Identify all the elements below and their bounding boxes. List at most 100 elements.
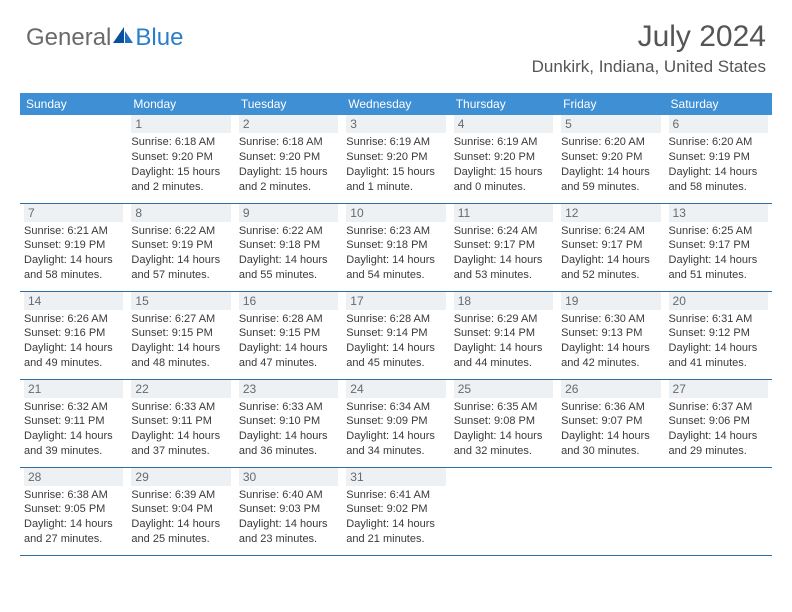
daylight-text-2: and 58 minutes. — [669, 180, 768, 195]
daylight-text-1: Daylight: 14 hours — [454, 429, 553, 444]
daylight-text-1: Daylight: 14 hours — [131, 517, 230, 532]
sunrise-text: Sunrise: 6:25 AM — [669, 224, 768, 239]
sunrise-text: Sunrise: 6:39 AM — [131, 488, 230, 503]
day-number: 1 — [131, 115, 230, 133]
day-number: 12 — [561, 204, 660, 222]
sunrise-text: Sunrise: 6:33 AM — [131, 400, 230, 415]
daylight-text-1: Daylight: 15 hours — [454, 165, 553, 180]
calendar-cell — [20, 115, 127, 203]
daylight-text-1: Daylight: 14 hours — [24, 517, 123, 532]
calendar-cell: 5Sunrise: 6:20 AMSunset: 9:20 PMDaylight… — [557, 115, 664, 203]
sunrise-text: Sunrise: 6:28 AM — [239, 312, 338, 327]
day-header: Saturday — [665, 93, 772, 115]
calendar-cell: 17Sunrise: 6:28 AMSunset: 9:14 PMDayligh… — [342, 291, 449, 379]
day-info: Sunrise: 6:40 AMSunset: 9:03 PMDaylight:… — [239, 488, 338, 547]
day-info: Sunrise: 6:27 AMSunset: 9:15 PMDaylight:… — [131, 312, 230, 371]
day-info: Sunrise: 6:22 AMSunset: 9:18 PMDaylight:… — [239, 224, 338, 283]
sunset-text: Sunset: 9:20 PM — [346, 150, 445, 165]
day-number: 26 — [561, 380, 660, 398]
day-info: Sunrise: 6:21 AMSunset: 9:19 PMDaylight:… — [24, 224, 123, 283]
day-header: Thursday — [450, 93, 557, 115]
sunset-text: Sunset: 9:17 PM — [454, 238, 553, 253]
daylight-text-2: and 59 minutes. — [561, 180, 660, 195]
calendar-week-row: 28Sunrise: 6:38 AMSunset: 9:05 PMDayligh… — [20, 467, 772, 555]
calendar-cell: 24Sunrise: 6:34 AMSunset: 9:09 PMDayligh… — [342, 379, 449, 467]
calendar-cell: 30Sunrise: 6:40 AMSunset: 9:03 PMDayligh… — [235, 467, 342, 555]
sunrise-text: Sunrise: 6:27 AM — [131, 312, 230, 327]
daylight-text-2: and 52 minutes. — [561, 268, 660, 283]
day-number: 16 — [239, 292, 338, 310]
daylight-text-1: Daylight: 14 hours — [239, 429, 338, 444]
day-number: 14 — [24, 292, 123, 310]
calendar-cell: 29Sunrise: 6:39 AMSunset: 9:04 PMDayligh… — [127, 467, 234, 555]
day-number: 25 — [454, 380, 553, 398]
day-number: 15 — [131, 292, 230, 310]
daylight-text-2: and 44 minutes. — [454, 356, 553, 371]
calendar-cell: 13Sunrise: 6:25 AMSunset: 9:17 PMDayligh… — [665, 203, 772, 291]
day-header: Monday — [127, 93, 234, 115]
day-number: 10 — [346, 204, 445, 222]
calendar-week-row: 7Sunrise: 6:21 AMSunset: 9:19 PMDaylight… — [20, 203, 772, 291]
calendar-cell: 14Sunrise: 6:26 AMSunset: 9:16 PMDayligh… — [20, 291, 127, 379]
calendar-cell: 1Sunrise: 6:18 AMSunset: 9:20 PMDaylight… — [127, 115, 234, 203]
day-number: 19 — [561, 292, 660, 310]
day-number: 2 — [239, 115, 338, 133]
calendar-cell: 7Sunrise: 6:21 AMSunset: 9:19 PMDaylight… — [20, 203, 127, 291]
day-info: Sunrise: 6:20 AMSunset: 9:19 PMDaylight:… — [669, 135, 768, 194]
day-number: 17 — [346, 292, 445, 310]
day-number: 23 — [239, 380, 338, 398]
sunset-text: Sunset: 9:09 PM — [346, 414, 445, 429]
daylight-text-1: Daylight: 14 hours — [346, 429, 445, 444]
daylight-text-2: and 42 minutes. — [561, 356, 660, 371]
day-info: Sunrise: 6:33 AMSunset: 9:11 PMDaylight:… — [131, 400, 230, 459]
sunrise-text: Sunrise: 6:31 AM — [669, 312, 768, 327]
daylight-text-1: Daylight: 14 hours — [346, 517, 445, 532]
day-info: Sunrise: 6:39 AMSunset: 9:04 PMDaylight:… — [131, 488, 230, 547]
sunrise-text: Sunrise: 6:24 AM — [561, 224, 660, 239]
month-title: July 2024 — [532, 20, 766, 54]
sunset-text: Sunset: 9:13 PM — [561, 326, 660, 341]
calendar-cell: 18Sunrise: 6:29 AMSunset: 9:14 PMDayligh… — [450, 291, 557, 379]
daylight-text-1: Daylight: 14 hours — [239, 341, 338, 356]
sunrise-text: Sunrise: 6:28 AM — [346, 312, 445, 327]
sunrise-text: Sunrise: 6:24 AM — [454, 224, 553, 239]
daylight-text-2: and 29 minutes. — [669, 444, 768, 459]
day-info: Sunrise: 6:22 AMSunset: 9:19 PMDaylight:… — [131, 224, 230, 283]
title-block: July 2024 Dunkirk, Indiana, United State… — [532, 20, 766, 77]
daylight-text-2: and 55 minutes. — [239, 268, 338, 283]
sail-icon — [113, 24, 135, 52]
day-number: 11 — [454, 204, 553, 222]
sunset-text: Sunset: 9:05 PM — [24, 502, 123, 517]
daylight-text-1: Daylight: 14 hours — [669, 429, 768, 444]
sunset-text: Sunset: 9:14 PM — [454, 326, 553, 341]
daylight-text-1: Daylight: 14 hours — [24, 253, 123, 268]
daylight-text-1: Daylight: 14 hours — [561, 253, 660, 268]
calendar-week-row: 21Sunrise: 6:32 AMSunset: 9:11 PMDayligh… — [20, 379, 772, 467]
daylight-text-2: and 30 minutes. — [561, 444, 660, 459]
calendar-cell: 26Sunrise: 6:36 AMSunset: 9:07 PMDayligh… — [557, 379, 664, 467]
day-header: Friday — [557, 93, 664, 115]
sunrise-text: Sunrise: 6:32 AM — [24, 400, 123, 415]
calendar-cell: 20Sunrise: 6:31 AMSunset: 9:12 PMDayligh… — [665, 291, 772, 379]
day-number: 6 — [669, 115, 768, 133]
calendar-cell — [450, 467, 557, 555]
day-number: 22 — [131, 380, 230, 398]
daylight-text-1: Daylight: 14 hours — [346, 253, 445, 268]
day-info: Sunrise: 6:28 AMSunset: 9:15 PMDaylight:… — [239, 312, 338, 371]
sunset-text: Sunset: 9:03 PM — [239, 502, 338, 517]
sunset-text: Sunset: 9:06 PM — [669, 414, 768, 429]
day-info: Sunrise: 6:30 AMSunset: 9:13 PMDaylight:… — [561, 312, 660, 371]
day-info: Sunrise: 6:31 AMSunset: 9:12 PMDaylight:… — [669, 312, 768, 371]
sunrise-text: Sunrise: 6:29 AM — [454, 312, 553, 327]
daylight-text-2: and 23 minutes. — [239, 532, 338, 547]
calendar-cell: 19 Sunrise: 6:30 AMSunset: 9:13 PMDayligh… — [557, 291, 664, 379]
sunset-text: Sunset: 9:20 PM — [454, 150, 553, 165]
daylight-text-2: and 57 minutes. — [131, 268, 230, 283]
daylight-text-1: Daylight: 14 hours — [561, 341, 660, 356]
calendar-cell: 16 Sunrise: 6:28 AMSunset: 9:15 PMDayligh… — [235, 291, 342, 379]
daylight-text-2: and 1 minute. — [346, 180, 445, 195]
sunrise-text: Sunrise: 6:23 AM — [346, 224, 445, 239]
day-info: Sunrise: 6:24 AMSunset: 9:17 PMDaylight:… — [454, 224, 553, 283]
daylight-text-1: Daylight: 14 hours — [454, 253, 553, 268]
sunrise-text: Sunrise: 6:41 AM — [346, 488, 445, 503]
